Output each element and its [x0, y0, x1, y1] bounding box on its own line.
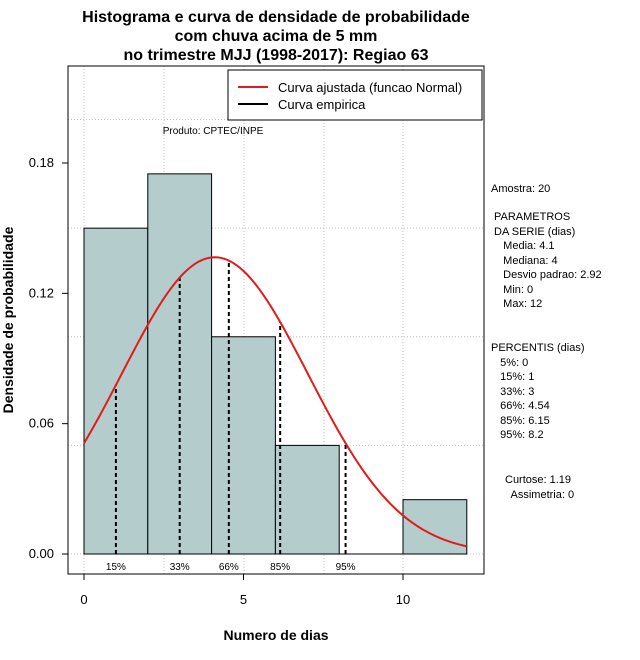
percentile-label-1: 15% [106, 562, 126, 573]
histogram-bars [83, 173, 468, 555]
product-annotation: Produto: CPTEC/INPE [163, 126, 264, 137]
x-tick-label: 0 [80, 592, 87, 607]
shape-statistics: Curtose: 1.19 Assimetria: 0 [505, 474, 575, 501]
percentile-label-3: 66% [219, 562, 239, 573]
chart-title-line-2: com chuva acima de 5 mm [175, 28, 378, 45]
x-tick-label: 5 [240, 592, 247, 607]
legend-label-empirical: Curva empirica [278, 97, 366, 112]
y-tick-label: 0.12 [29, 285, 54, 300]
sample-size: Amostra: 20 [491, 183, 551, 195]
y-tick-label: 0.18 [29, 155, 54, 170]
chart-title-line-3: no trimestre MJJ (1998-2017): Regiao 63 [123, 47, 428, 64]
histogram-bar-6 [402, 499, 468, 555]
x-axis-title: Numero de dias [223, 627, 328, 643]
axes: 0 5 10 0.00 0.06 0.12 0.18 [29, 65, 485, 607]
percentiles-list: PERCENTIS (dias) 5%: 0 15%: 1 33%: 3 66%… [491, 342, 585, 441]
legend-box [227, 69, 483, 121]
normal-fit-curve [83, 256, 468, 548]
series-parameters: PARAMETROS DA SERIE (dias) Media: 4.1 Me… [494, 211, 602, 310]
plot-frame [67, 65, 485, 575]
y-tick-label: 0.06 [29, 416, 54, 431]
chart-title-line-1: Histograma e curva de densidade de proba… [82, 9, 470, 26]
x-tick-label: 10 [396, 592, 410, 607]
percentile-lines: 15% 33% 66% 85% 95% [106, 260, 356, 573]
y-tick-label: 0.00 [29, 546, 54, 561]
percentile-label-4: 85% [270, 562, 290, 573]
percentile-label-5: 95% [336, 562, 356, 573]
fitted-curve [83, 256, 468, 548]
legend-label-fitted: Curva ajustada (funcao Normal) [278, 80, 462, 95]
legend: Curva ajustada (funcao Normal) Curva emp… [227, 69, 483, 121]
histogram-bar-3 [211, 336, 276, 555]
percentile-label-2: 33% [170, 562, 190, 573]
histogram-bar-4 [274, 444, 340, 555]
y-axis-title: Densidade de probabilidade [0, 226, 16, 413]
